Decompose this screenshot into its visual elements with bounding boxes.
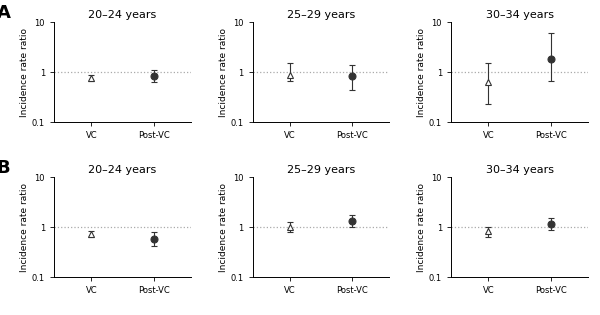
Title: 30–34 years: 30–34 years xyxy=(485,165,554,175)
Y-axis label: Incidence rate ratio: Incidence rate ratio xyxy=(20,28,29,117)
Title: 25–29 years: 25–29 years xyxy=(287,10,355,20)
Y-axis label: Incidence rate ratio: Incidence rate ratio xyxy=(417,183,426,272)
Y-axis label: Incidence rate ratio: Incidence rate ratio xyxy=(218,28,227,117)
Y-axis label: Incidence rate ratio: Incidence rate ratio xyxy=(20,183,29,272)
Y-axis label: Incidence rate ratio: Incidence rate ratio xyxy=(417,28,426,117)
Title: 30–34 years: 30–34 years xyxy=(485,10,554,20)
Title: 20–24 years: 20–24 years xyxy=(88,165,157,175)
Title: 25–29 years: 25–29 years xyxy=(287,165,355,175)
Text: A: A xyxy=(0,4,10,22)
Title: 20–24 years: 20–24 years xyxy=(88,10,157,20)
Text: B: B xyxy=(0,159,10,177)
Y-axis label: Incidence rate ratio: Incidence rate ratio xyxy=(218,183,227,272)
